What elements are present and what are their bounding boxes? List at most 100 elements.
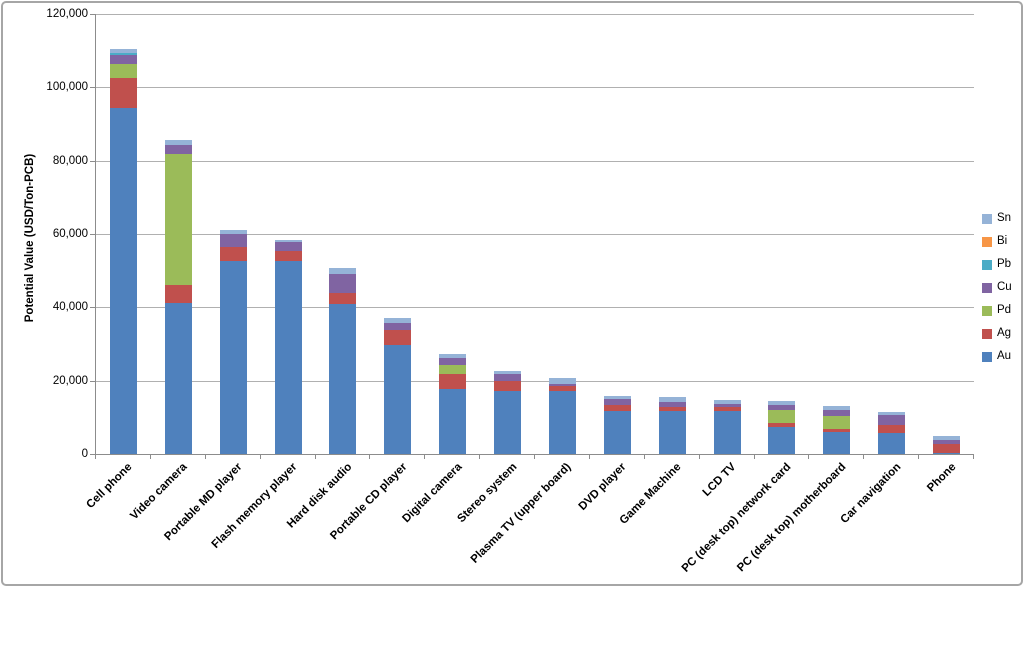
- category-slot: [535, 14, 590, 454]
- bar-segment-Cu: [494, 374, 522, 382]
- legend: Sn Bi Pb Cu Pd Ag Au: [982, 212, 1012, 374]
- bar-segment-Sn: [329, 268, 357, 275]
- bar-segment-Au: [658, 411, 686, 454]
- legend-swatch-Cu: [982, 282, 992, 293]
- bar-segment-Sn: [439, 353, 467, 358]
- bar-segment-Ag: [768, 423, 796, 427]
- bar-segment-Sn: [658, 397, 686, 402]
- legend-swatch-Ag: [982, 328, 992, 339]
- bar-segment-Sn: [768, 400, 796, 405]
- legend-label: Cu: [997, 281, 1012, 293]
- category-slot: [370, 14, 425, 454]
- y-axis-tick-label: 120,000: [46, 8, 88, 20]
- bar-segment-Cu: [658, 401, 686, 408]
- chart-image: { "chart_data": { "type": "bar", "stacke…: [0, 0, 1024, 587]
- y-axis-tick-mark: [90, 307, 95, 309]
- y-axis-tick-label: 20,000: [52, 374, 88, 387]
- bar-segment-Ag: [713, 407, 741, 412]
- stacked-bar: [603, 396, 631, 454]
- stacked-bar: [878, 411, 906, 454]
- legend-item-Bi: Bi: [982, 235, 1012, 247]
- bar-segment-Au: [274, 261, 302, 454]
- stacked-bar: [658, 397, 686, 454]
- legend-label: Sn: [997, 212, 1012, 224]
- stacked-bar: [109, 48, 137, 454]
- bar-segment-Au: [219, 261, 247, 454]
- stacked-bar: [768, 400, 796, 454]
- legend-label: Pd: [997, 304, 1012, 316]
- gridline: [96, 307, 974, 309]
- y-axis-tick-label: 80,000: [52, 154, 88, 167]
- stacked-bar: [164, 139, 192, 454]
- bar-segment-Ag: [933, 444, 961, 453]
- legend-item-Ag: Ag: [982, 327, 1012, 339]
- legend-item-Au: Au: [982, 350, 1012, 362]
- stacked-bar: [713, 399, 741, 454]
- category-slot: [96, 14, 151, 454]
- x-axis-tick-mark: [204, 454, 206, 459]
- x-axis-tick-mark: [424, 454, 426, 459]
- bar-segment-Au: [823, 432, 851, 454]
- bar-segment-Ag: [878, 424, 906, 434]
- y-axis-tick-mark: [90, 14, 95, 15]
- category-slot: [645, 14, 700, 454]
- stacked-bar: [823, 405, 851, 454]
- gridline: [96, 87, 974, 89]
- bar-segment-Ag: [603, 404, 631, 411]
- bar-segment-Cu: [713, 403, 741, 408]
- stacked-bar: [329, 268, 357, 454]
- x-axis-tick-mark: [808, 454, 810, 459]
- x-axis-tick-mark: [588, 454, 590, 459]
- plot-area: [95, 14, 974, 455]
- bar-segment-Cu: [384, 323, 412, 331]
- stacked-bar: [439, 353, 467, 454]
- legend-swatch-Sn: [982, 213, 992, 224]
- gridline: [96, 160, 974, 162]
- bar-segment-Cu: [329, 274, 357, 293]
- y-axis-tick-mark: [90, 87, 95, 89]
- bar-segment-Cu: [768, 404, 796, 411]
- y-axis-tick-mark: [90, 454, 95, 455]
- bar-segment-Sn: [164, 139, 192, 145]
- bar-segment-Ag: [274, 251, 302, 262]
- bar-segment-Au: [384, 345, 412, 454]
- x-axis-tick-mark: [149, 454, 151, 459]
- bar-segment-Cu: [823, 409, 851, 416]
- bar-segment-Cu: [603, 399, 631, 405]
- bar-segment-Ag: [823, 428, 851, 432]
- bar-segment-Au: [329, 303, 357, 454]
- x-axis-tick-mark: [479, 454, 481, 459]
- legend-swatch-Pb: [982, 259, 992, 270]
- x-axis-tick-mark: [643, 454, 645, 459]
- bar-segment-Pd: [768, 410, 796, 424]
- bar-segment-Sn: [384, 317, 412, 324]
- gridline: [96, 380, 974, 382]
- bar-segment-Sn: [603, 396, 631, 400]
- bar-segment-Sn: [274, 239, 302, 243]
- bar-segment-Cu: [274, 242, 302, 252]
- bar-segment-Sn: [878, 411, 906, 415]
- bar-segment-Pd: [823, 415, 851, 429]
- bar-segment-Cu: [219, 234, 247, 248]
- bar-segment-Au: [603, 410, 631, 454]
- bar-segment-Ag: [164, 285, 192, 303]
- y-axis-tick-label: 100,000: [46, 81, 88, 94]
- stacked-bar: [494, 370, 522, 454]
- stacked-bar: [548, 377, 576, 454]
- y-axis-tick-mark: [90, 160, 95, 162]
- bars-layer: [96, 14, 974, 454]
- x-axis-tick-mark: [259, 454, 261, 459]
- bar-segment-Sn: [109, 48, 137, 53]
- stacked-bar: [219, 230, 247, 454]
- legend-swatch-Bi: [982, 236, 992, 247]
- y-axis-tick-mark: [90, 380, 95, 382]
- category-slot: [919, 14, 974, 454]
- bar-segment-Ag: [219, 247, 247, 262]
- bar-segment-Au: [494, 391, 522, 454]
- category-slot: [316, 14, 371, 454]
- bar-segment-Ag: [658, 407, 686, 412]
- x-axis-tick-mark: [918, 454, 920, 459]
- bar-segment-Au: [164, 302, 192, 454]
- bar-segment-Ag: [109, 78, 137, 108]
- legend-label: Bi: [997, 235, 1008, 247]
